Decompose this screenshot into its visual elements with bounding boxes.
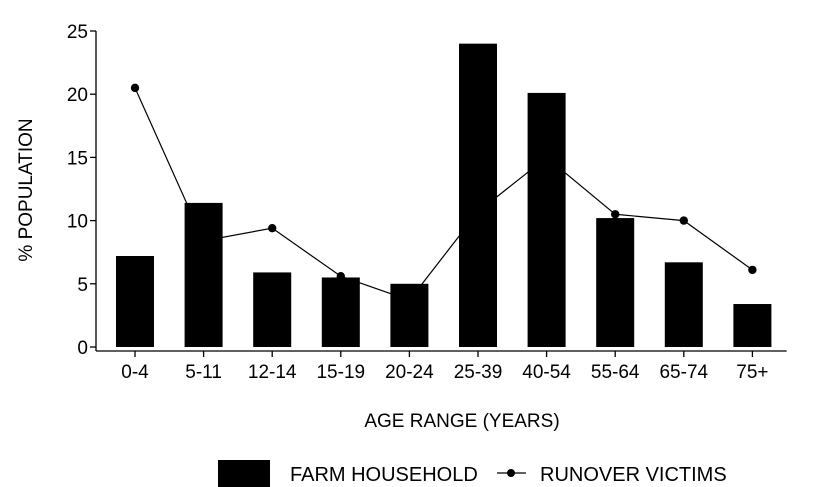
x-tick-label: 5-11 — [185, 362, 222, 383]
runover-victims-line — [134, 87, 753, 301]
runover-victims-point — [473, 207, 483, 216]
y-tick-label: 20 — [67, 85, 88, 106]
runover-victims-point — [748, 265, 757, 275]
y-axis-title: % POPULATION — [16, 118, 37, 261]
x-tick-label: 25-39 — [454, 362, 503, 383]
y-tick-label: 15 — [67, 148, 88, 169]
bar — [664, 262, 703, 347]
x-tick-label: 40-54 — [522, 362, 571, 383]
legend-label-farm-household: FARM HOUSEHOLD — [290, 464, 478, 486]
x-tick-label: 15-19 — [316, 362, 365, 383]
x-tick-label: 0-4 — [121, 362, 149, 383]
plot-area: 0 5 10 15 20 25 0-4 5-11 12-14 15-19 20-24 25-39 40-… — [67, 22, 787, 383]
x-tick-label: 55-64 — [591, 362, 640, 383]
runover-victims-point — [199, 236, 208, 246]
bar — [116, 255, 154, 347]
x-tick-label: 20-24 — [385, 362, 434, 383]
runover-victims-point — [611, 210, 620, 219]
runover-victims-point — [268, 223, 277, 233]
bar — [184, 202, 223, 347]
y-tick-label: 10 — [67, 212, 88, 233]
bar — [390, 283, 429, 347]
bar — [253, 272, 292, 347]
x-axis-title: AGE RANGE (YEARS) — [364, 411, 559, 432]
bar — [459, 43, 497, 347]
x-tick-label: 12-14 — [248, 362, 297, 383]
legend-marker-swatch — [507, 469, 515, 477]
y-tick-label: 25 — [67, 22, 88, 43]
x-tick-label: 65-74 — [659, 362, 708, 383]
bar — [527, 92, 566, 347]
legend-bar-swatch — [218, 460, 270, 487]
y-tick-label: 5 — [77, 275, 88, 296]
runover-victims-point — [130, 83, 140, 93]
runover-victims-point — [542, 153, 551, 162]
legend: FARM HOUSEHOLD RUNOVER VICTIMS — [218, 460, 727, 487]
runover-victims-point — [405, 296, 414, 305]
bar — [596, 218, 635, 347]
y-tick-label: 0 — [77, 338, 88, 359]
x-tick-label: 75+ — [736, 362, 768, 383]
runover-victims-point — [336, 272, 345, 281]
bar — [733, 304, 772, 347]
runover-victims-point — [679, 216, 688, 225]
legend-label-runover-victims: RUNOVER VICTIMS — [540, 464, 727, 486]
bar — [321, 277, 360, 347]
